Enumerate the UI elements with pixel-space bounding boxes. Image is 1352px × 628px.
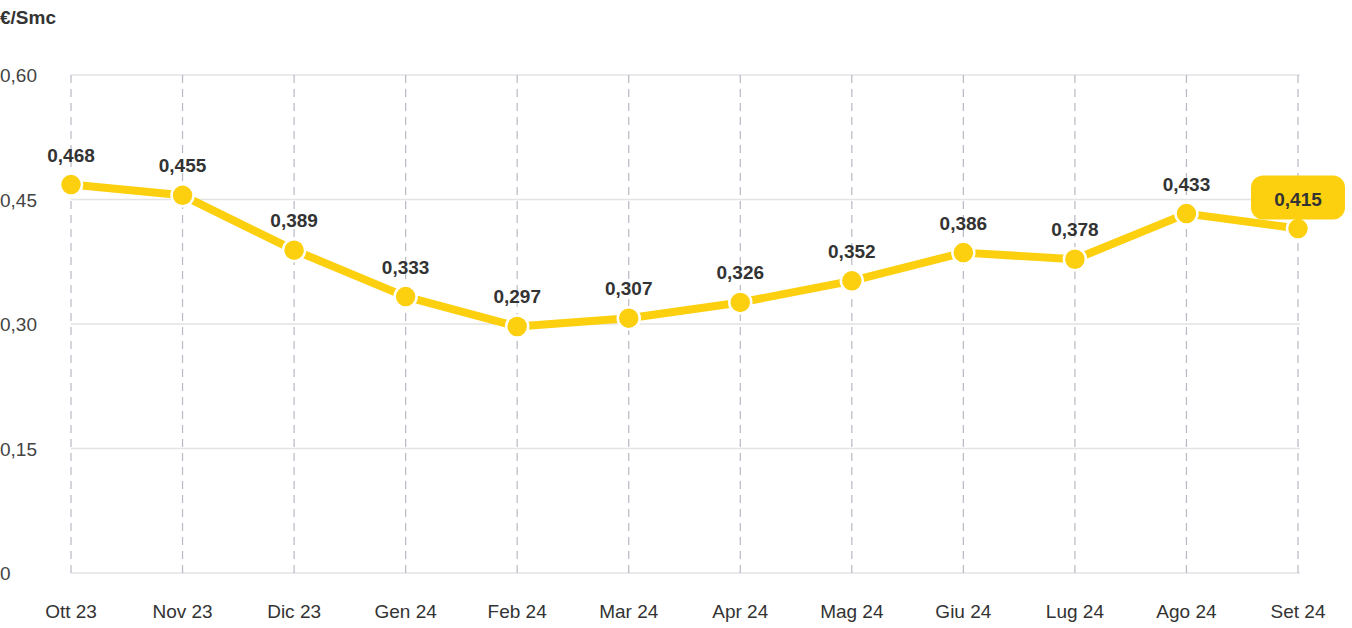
data-label: 0,378 — [1051, 219, 1099, 240]
data-label: 0,468 — [47, 145, 95, 166]
grid-line — [71, 74, 1300, 76]
point — [618, 307, 640, 329]
point — [395, 286, 417, 308]
data-label: 0,455 — [159, 155, 207, 176]
data-label: 0,433 — [1163, 174, 1211, 195]
point — [1175, 203, 1197, 225]
category-grid-line — [182, 75, 183, 573]
y-tick-label: 0,60 — [0, 65, 37, 86]
data-label: 0,386 — [940, 213, 988, 234]
x-tick-label: Mar 24 — [599, 601, 659, 622]
grid-line — [71, 323, 1300, 325]
series — [60, 174, 1309, 338]
category-grid-line — [293, 75, 294, 573]
line — [71, 185, 1298, 327]
x-tick-label: Dic 23 — [267, 601, 321, 622]
data-label: 0,389 — [270, 210, 318, 231]
category-grid-line — [963, 75, 964, 573]
category-grid-line — [1074, 75, 1075, 573]
x-tick-label: Set 24 — [1271, 601, 1326, 622]
data-label: 0,326 — [716, 262, 764, 283]
y-tick-label: 0 — [0, 563, 11, 584]
point — [60, 174, 82, 196]
y-tick-label: 0,15 — [0, 439, 37, 460]
data-label: 0,415 — [1274, 189, 1322, 210]
x-tick-label: Giu 24 — [935, 601, 991, 622]
x-tick-label: Ott 23 — [45, 601, 97, 622]
data-label: 0,352 — [828, 241, 876, 262]
x-tick-label: Apr 24 — [712, 601, 768, 622]
x-tick-label: Mag 24 — [820, 601, 884, 622]
grid-line — [71, 199, 1300, 201]
point — [283, 239, 305, 261]
y-tick-label: 0,45 — [0, 190, 37, 211]
point — [172, 184, 194, 206]
data-label: 0,307 — [605, 278, 653, 299]
grid-line — [71, 572, 1300, 574]
point — [952, 242, 974, 264]
data-label: 0,297 — [493, 286, 541, 307]
point — [841, 270, 863, 292]
highlight-box — [1251, 176, 1345, 220]
point — [729, 291, 751, 313]
x-tick-label: Feb 24 — [488, 601, 548, 622]
category-grid-line — [405, 75, 406, 573]
category-grid-line — [740, 75, 741, 573]
data-label: 0,333 — [382, 257, 430, 278]
y-axis-label: €/Smc — [0, 7, 56, 28]
y-tick-label: 0,30 — [0, 314, 37, 335]
x-tick-label: Ago 24 — [1156, 601, 1217, 622]
grid-line — [71, 448, 1300, 450]
x-tick-label: Lug 24 — [1046, 601, 1105, 622]
point — [1064, 248, 1086, 270]
point — [1287, 218, 1309, 240]
chart: €/Smc 0 0,15 0,30 0,45 0,60 Ott 23 Nov 23 Dic 23… — [0, 0, 1352, 628]
category-grid-line — [1297, 75, 1298, 573]
point — [506, 315, 528, 337]
x-tick-label: Gen 24 — [374, 601, 437, 622]
x-tick-label: Nov 23 — [152, 601, 212, 622]
category-grid-line — [851, 75, 852, 573]
category-grid-line — [1186, 75, 1187, 573]
